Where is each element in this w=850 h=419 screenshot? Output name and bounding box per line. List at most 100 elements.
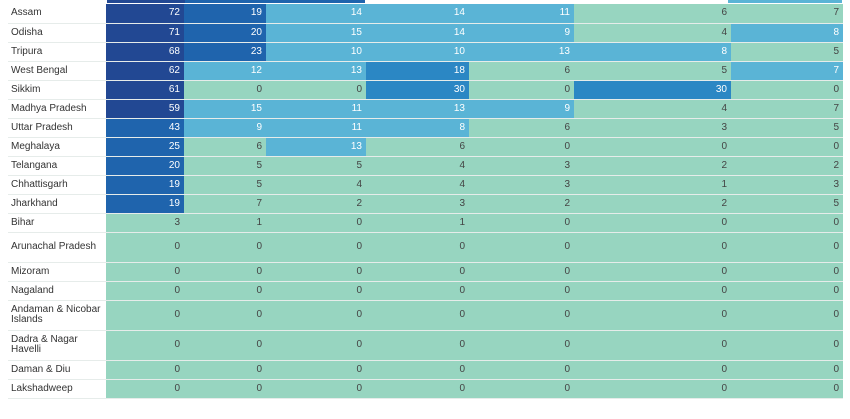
value-cell: 59 xyxy=(106,99,184,119)
value-cell: 1 xyxy=(184,213,266,233)
state-name-cell: Odisha xyxy=(8,23,106,43)
state-name-cell: Arunachal Pradesh xyxy=(8,232,106,263)
value-cell: 0 xyxy=(266,281,366,301)
table-row: Nagaland 0 0 0 0 0 0 0 xyxy=(8,281,843,301)
value-cell: 0 xyxy=(184,379,266,399)
value-cell: 0 xyxy=(469,137,574,157)
value-cell: 14 xyxy=(366,4,469,24)
table-row: Odisha 71 20 15 14 9 4 8 xyxy=(8,23,843,43)
value-cell: 3 xyxy=(731,175,843,195)
value-cell: 0 xyxy=(574,360,731,380)
value-cell: 0 xyxy=(469,360,574,380)
value-cell: 19 xyxy=(184,4,266,24)
value-cell: 13 xyxy=(469,42,574,62)
table-row: Madhya Pradesh 59 15 11 13 9 4 7 xyxy=(8,99,843,119)
value-cell: 9 xyxy=(184,118,266,138)
value-cell: 0 xyxy=(366,379,469,399)
state-name-cell: Daman & Diu xyxy=(8,360,106,380)
table-body: Assam 72 19 14 14 11 6 7 Odisha 71 20 15 14 9 4 8 Tripur… xyxy=(8,4,843,399)
value-cell: 10 xyxy=(266,42,366,62)
value-cell: 1 xyxy=(574,175,731,195)
value-cell: 0 xyxy=(106,330,184,361)
value-cell: 0 xyxy=(574,330,731,361)
value-cell: 0 xyxy=(266,379,366,399)
value-cell: 13 xyxy=(266,137,366,157)
value-cell: 0 xyxy=(266,213,366,233)
value-cell: 5 xyxy=(731,118,843,138)
value-cell: 61 xyxy=(106,80,184,100)
value-cell: 62 xyxy=(106,61,184,81)
value-cell: 25 xyxy=(106,137,184,157)
value-cell: 0 xyxy=(469,330,574,361)
state-name-cell: Dadra & Nagar Havelli xyxy=(8,330,106,361)
value-cell: 18 xyxy=(366,61,469,81)
value-cell: 7 xyxy=(731,99,843,119)
state-name-cell: Jharkhand xyxy=(8,194,106,214)
value-cell: 7 xyxy=(731,4,843,24)
state-heatmap-table: Assam 72 19 14 14 11 6 7 Odisha 71 20 15 14 9 4 8 Tripur… xyxy=(8,4,843,399)
strip-segment xyxy=(107,0,185,3)
value-cell: 0 xyxy=(469,232,574,263)
value-cell: 8 xyxy=(574,42,731,62)
value-cell: 0 xyxy=(469,213,574,233)
value-cell: 0 xyxy=(266,360,366,380)
value-cell: 3 xyxy=(366,194,469,214)
value-cell: 0 xyxy=(266,262,366,282)
value-cell: 8 xyxy=(731,23,843,43)
value-cell: 2 xyxy=(574,156,731,176)
value-cell: 11 xyxy=(469,4,574,24)
value-cell: 0 xyxy=(731,80,843,100)
table-row: Lakshadweep 0 0 0 0 0 0 0 xyxy=(8,379,843,399)
value-cell: 20 xyxy=(184,23,266,43)
value-cell: 10 xyxy=(366,42,469,62)
value-cell: 0 xyxy=(184,80,266,100)
value-cell: 13 xyxy=(266,61,366,81)
value-cell: 7 xyxy=(184,194,266,214)
value-cell: 5 xyxy=(184,175,266,195)
value-cell: 0 xyxy=(266,300,366,331)
value-cell: 5 xyxy=(574,61,731,81)
value-cell: 19 xyxy=(106,175,184,195)
value-cell: 4 xyxy=(574,99,731,119)
table-row: Tripura 68 23 10 10 13 8 5 xyxy=(8,42,843,62)
state-name-cell: Madhya Pradesh xyxy=(8,99,106,119)
value-cell: 0 xyxy=(469,80,574,100)
value-cell: 3 xyxy=(469,175,574,195)
value-cell: 0 xyxy=(184,300,266,331)
table-row: Mizoram 0 0 0 0 0 0 0 xyxy=(8,262,843,282)
value-cell: 0 xyxy=(266,330,366,361)
value-cell: 72 xyxy=(106,4,184,24)
value-cell: 2 xyxy=(731,156,843,176)
value-cell: 0 xyxy=(184,262,266,282)
value-cell: 0 xyxy=(184,360,266,380)
value-cell: 0 xyxy=(574,137,731,157)
value-cell: 0 xyxy=(731,262,843,282)
state-name-cell: Nagaland xyxy=(8,281,106,301)
value-cell: 13 xyxy=(366,99,469,119)
value-cell: 0 xyxy=(184,330,266,361)
value-cell: 0 xyxy=(366,300,469,331)
value-cell: 9 xyxy=(469,23,574,43)
value-cell: 0 xyxy=(184,281,266,301)
value-cell: 11 xyxy=(266,99,366,119)
value-cell: 0 xyxy=(266,232,366,263)
value-cell: 0 xyxy=(106,262,184,282)
table-row: Daman & Diu 0 0 0 0 0 0 0 xyxy=(8,360,843,380)
value-cell: 3 xyxy=(574,118,731,138)
value-cell: 20 xyxy=(106,156,184,176)
value-cell: 0 xyxy=(106,281,184,301)
state-name-cell: Mizoram xyxy=(8,262,106,282)
value-cell: 6 xyxy=(366,137,469,157)
value-cell: 0 xyxy=(366,330,469,361)
value-cell: 0 xyxy=(469,262,574,282)
value-cell: 14 xyxy=(266,4,366,24)
value-cell: 4 xyxy=(366,156,469,176)
value-cell: 14 xyxy=(366,23,469,43)
value-cell: 0 xyxy=(731,379,843,399)
value-cell: 0 xyxy=(366,281,469,301)
table-row: Andaman & Nicobar Islands 0 0 0 0 0 0 0 xyxy=(8,300,843,331)
value-cell: 0 xyxy=(366,262,469,282)
value-cell: 6 xyxy=(469,118,574,138)
state-name-cell: Chhattisgarh xyxy=(8,175,106,195)
value-cell: 0 xyxy=(574,232,731,263)
